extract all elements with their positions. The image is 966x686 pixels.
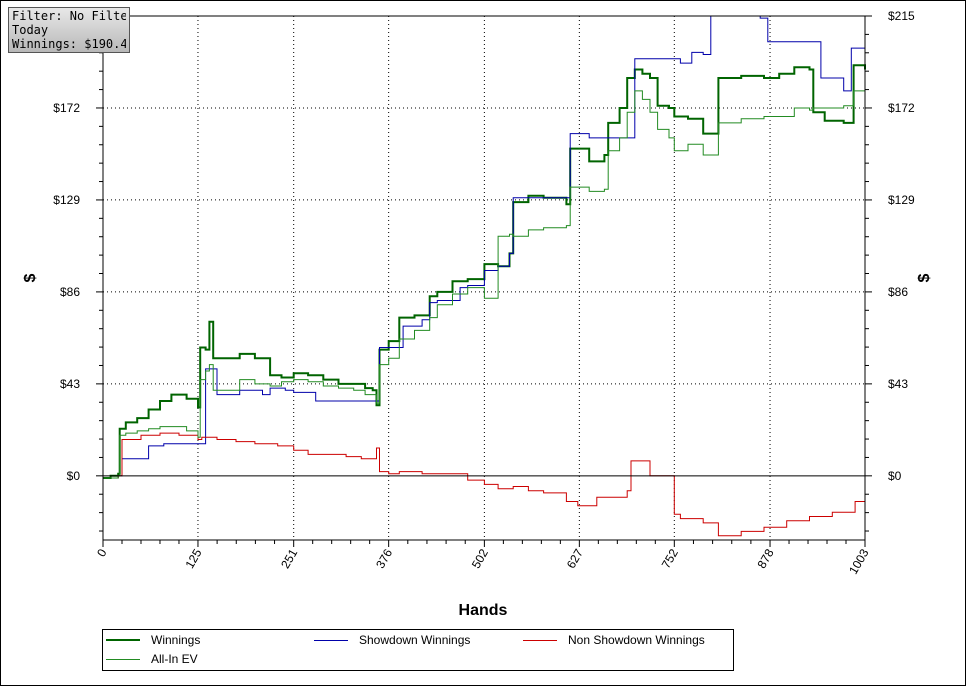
x-tick-label: 502 <box>469 546 491 571</box>
y-tick-label-left: $0 <box>67 469 81 483</box>
y-axis-title-right: $ <box>916 273 933 282</box>
y-tick-label-left: $86 <box>60 285 80 299</box>
series-line-3 <box>103 86 866 479</box>
legend-swatch-winnings <box>106 639 140 641</box>
y-tick-label-right: $86 <box>888 285 908 299</box>
y-tick-label-left: $43 <box>60 377 80 391</box>
filter-info-box: Filter: No Filter Today Winnings: $190.4… <box>8 7 130 53</box>
x-tick-label: 752 <box>659 546 681 571</box>
x-tick-label: 878 <box>754 546 776 571</box>
y-tick-label-right: $172 <box>888 101 915 115</box>
y-tick-label-left: $172 <box>53 101 80 115</box>
y-tick-label-right: $43 <box>888 377 908 391</box>
y-tick-label-left: $129 <box>53 193 80 207</box>
x-tick-label: 251 <box>278 546 300 571</box>
series-line-2 <box>103 432 866 537</box>
legend-swatch-non-showdown <box>523 640 557 641</box>
legend-swatch-showdown <box>314 640 348 641</box>
legend-label-winnings: Winnings <box>151 633 201 647</box>
series-layer <box>103 15 866 537</box>
x-tick-label: 0 <box>94 546 110 559</box>
date-range-label: Today <box>12 23 49 37</box>
series-line-0 <box>103 64 866 479</box>
chart-legend: Winnings Showdown Winnings Non Showdown … <box>102 629 734 671</box>
winnings-total-label: Winnings: $190.45 <box>12 37 126 51</box>
y-tick-label-right: $215 <box>888 9 915 23</box>
legend-label-showdown: Showdown Winnings <box>359 633 471 647</box>
x-tick-label: 1003 <box>846 546 872 576</box>
x-tick-label: 125 <box>182 546 204 571</box>
y-tick-label-right: $129 <box>888 193 915 207</box>
legend-label-non-showdown: Non Showdown Winnings <box>568 633 705 647</box>
legend-swatch-allin-ev <box>106 659 140 660</box>
filter-label: Filter: No Filter <box>12 9 126 23</box>
y-tick-label-right: $0 <box>888 469 902 483</box>
x-tick-label: 627 <box>564 546 586 571</box>
legend-label-allin-ev: All-In EV <box>151 652 198 666</box>
x-axis-title: Hands <box>459 602 508 619</box>
y-axis-title-left: $ <box>22 273 39 282</box>
x-tick-label: 376 <box>373 546 395 571</box>
